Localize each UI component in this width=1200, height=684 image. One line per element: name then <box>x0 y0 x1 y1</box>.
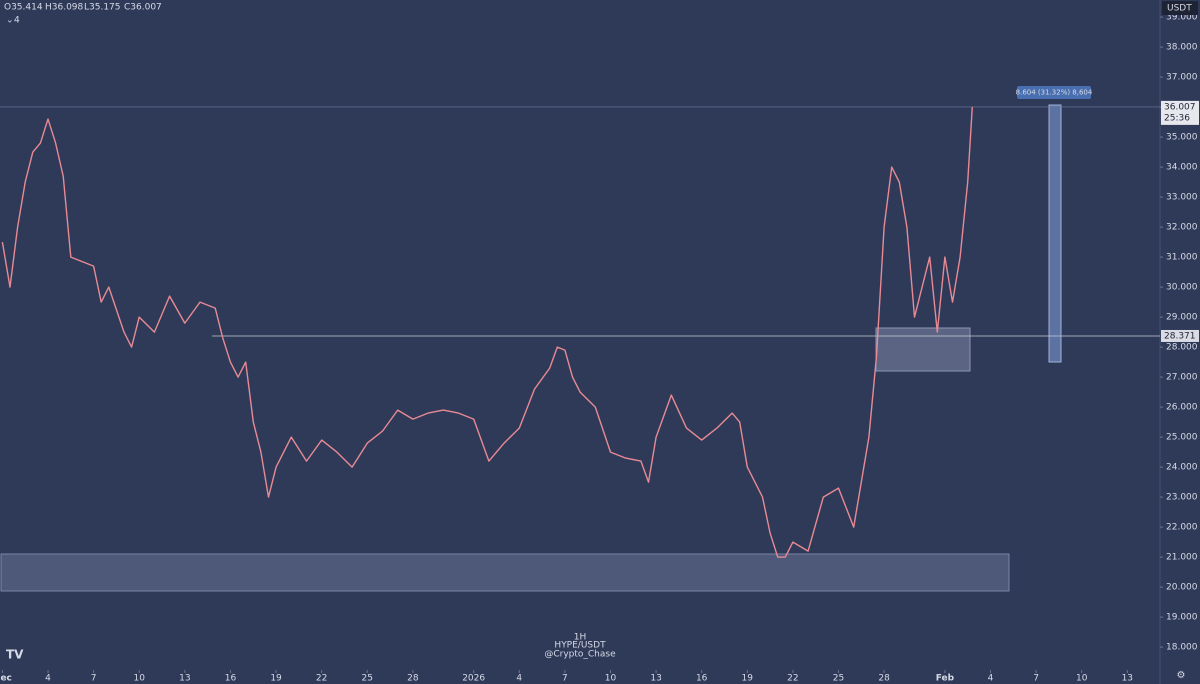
x-tick-label: 4 <box>45 674 51 684</box>
x-tick-label: 7 <box>1033 674 1039 684</box>
ohlc-open: O35.414 <box>4 3 43 13</box>
demand-zone <box>875 327 971 372</box>
x-tick-label: 28 <box>407 674 419 684</box>
indicator-count[interactable]: 4 <box>14 16 20 26</box>
y-tick-label: 19.000 <box>1166 613 1198 623</box>
y-tick-label: 31.000 <box>1166 253 1198 263</box>
last-price-label: 36.007 <box>1164 102 1196 112</box>
x-tick-label: 22 <box>316 674 327 684</box>
x-tick-label: 10 <box>605 674 617 684</box>
ohlc-high: H36.098 <box>45 3 84 13</box>
x-tick-label: 4 <box>516 674 522 684</box>
y-tick-label: 28.000 <box>1166 343 1198 353</box>
y-tick-label: 37.000 <box>1166 73 1198 83</box>
x-tick-label: 16 <box>225 674 237 684</box>
ohlc-close: C36.007 <box>124 3 162 13</box>
y-tick-label: 35.000 <box>1166 133 1198 143</box>
y-tick-label: 29.000 <box>1166 313 1198 323</box>
x-tick-label: 10 <box>1076 674 1088 684</box>
y-tick-label: 18.000 <box>1166 643 1198 653</box>
currency-button[interactable] <box>1162 1 1198 15</box>
currency-label[interactable]: USDT <box>1167 4 1192 14</box>
y-tick-label: 23.000 <box>1166 493 1198 503</box>
x-tick-label: 25 <box>833 674 844 684</box>
watermark-author: @Crypto_Chase <box>544 650 616 660</box>
countdown-label: 25:36 <box>1164 113 1190 123</box>
settings-icon[interactable]: ⚙ <box>1177 670 1186 681</box>
y-tick-label: 25.000 <box>1166 433 1198 443</box>
measure-label: 8.604 (31.32%) 8,604 <box>1016 89 1093 97</box>
y-tick-label: 24.000 <box>1166 463 1198 473</box>
y-tick-label: 38.000 <box>1166 43 1198 53</box>
y-tick-label: 20.000 <box>1166 583 1198 593</box>
x-tick-label: 25 <box>362 674 373 684</box>
ohlc-low: L35.175 <box>84 3 121 13</box>
support-zone <box>0 553 1010 592</box>
watermark-interval: 1H <box>574 633 587 643</box>
x-tick-label: 7 <box>562 674 568 684</box>
x-tick-label: 13 <box>179 674 190 684</box>
x-tick-label: 19 <box>742 674 754 684</box>
y-tick-label: 22.000 <box>1166 523 1198 533</box>
y-tick-label: 39.000 <box>1166 13 1198 23</box>
indicator-toggle[interactable]: ⌄ <box>6 16 14 26</box>
watermark-symbol: HYPE/USDT <box>554 641 606 651</box>
x-tick-label: Dec <box>0 674 12 684</box>
last-price-tag <box>1161 100 1199 125</box>
level-label: 28.371 <box>1164 331 1196 341</box>
y-tick-label: 30.000 <box>1166 283 1198 293</box>
x-tick-label: 2026 <box>462 674 485 684</box>
x-tick-label: 13 <box>1122 674 1133 684</box>
x-tick-label: Feb <box>936 674 955 684</box>
x-tick-label: 16 <box>696 674 708 684</box>
y-tick-label: 27.000 <box>1166 373 1198 383</box>
x-tick-label: 28 <box>878 674 890 684</box>
y-tick-label: 21.000 <box>1166 553 1198 563</box>
x-tick-label: 10 <box>134 674 146 684</box>
measure-box <box>1017 86 1091 99</box>
level-tag <box>1161 329 1199 342</box>
x-tick-label: 19 <box>270 674 282 684</box>
logo[interactable]: TV <box>6 648 24 662</box>
x-tick-label: 22 <box>787 674 798 684</box>
y-tick-label: 32.000 <box>1166 223 1198 233</box>
x-tick-label: 13 <box>650 674 661 684</box>
y-tick-label: 33.000 <box>1166 193 1198 203</box>
price-line <box>1 106 973 558</box>
y-tick-label: 26.000 <box>1166 403 1198 413</box>
x-tick-label: 4 <box>988 674 994 684</box>
measure-bar <box>1048 104 1062 363</box>
y-tick-label: 34.000 <box>1166 163 1198 173</box>
x-tick-label: 7 <box>91 674 97 684</box>
